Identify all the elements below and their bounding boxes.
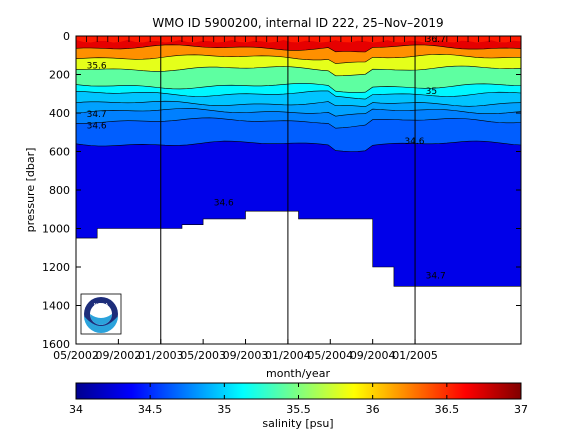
y-axis-label: pressure [dbar] — [24, 148, 37, 233]
x-tick-label: 05/2002 — [53, 349, 99, 362]
y-tick-label: 1200 — [42, 261, 70, 274]
y-axis-ticks: 0 200 400 600 800 1000 1200 1400 1600 — [42, 30, 521, 351]
noaa-logo: NOAA — [80, 293, 122, 335]
contour-line — [76, 53, 521, 64]
contour-line — [76, 44, 521, 53]
x-tick-label: 01/2004 — [265, 349, 311, 362]
salinity-bands — [76, 36, 521, 344]
y-tick-label: 1600 — [42, 338, 70, 351]
contour-label: 34.7 — [426, 272, 446, 282]
contour-line — [76, 83, 521, 93]
y-tick-label: 1000 — [42, 223, 70, 236]
colorbar-tick-label: 37 — [514, 403, 528, 416]
x-axis-label: month/year — [266, 367, 330, 380]
contour-line — [76, 100, 521, 108]
contour-line — [76, 140, 521, 152]
x-tick-label: 01/2003 — [138, 349, 184, 362]
y-tick-label: 800 — [49, 184, 70, 197]
y-tick-label: 600 — [49, 146, 70, 159]
colorbar-tick-label: 36.5 — [435, 403, 460, 416]
y-tick-label: 1400 — [42, 300, 70, 313]
colorbar-tick-label: 35.5 — [286, 403, 311, 416]
noaa-logo-text: NOAA — [94, 303, 109, 309]
contour-label: 35 — [426, 87, 437, 97]
colorbar-tick-label: 34 — [69, 403, 83, 416]
contour-label: 35.6 — [87, 62, 107, 72]
y-tick-label: 0 — [63, 30, 70, 43]
contour-line — [76, 65, 521, 77]
y-tick-label: 200 — [49, 69, 70, 82]
colorbar-tick-label: 34.5 — [138, 403, 163, 416]
colorbar-tick-label: 35 — [217, 403, 231, 416]
contour-line — [76, 90, 521, 100]
contour-label: 34.6 — [404, 137, 424, 147]
chart-title: WMO ID 5900200, internal ID 222, 25–Nov–… — [152, 16, 443, 30]
contour-lines — [76, 44, 521, 152]
colorbar-label: salinity [psu] — [262, 417, 333, 430]
y-tick-label: 400 — [49, 107, 70, 120]
x-tick-label: 09/2003 — [223, 349, 269, 362]
x-axis-ticks: 05/200209/200201/200305/200309/200301/20… — [53, 36, 522, 362]
x-tick-label: 01/2005 — [392, 349, 438, 362]
x-tick-label: 05/2003 — [180, 349, 226, 362]
contour-label: 36.7 — [426, 35, 446, 45]
contour-label: 34.7 — [87, 110, 107, 120]
contour-label: 34.6 — [87, 121, 107, 131]
contour-line — [76, 108, 521, 117]
year-boundary-lines — [160, 36, 416, 344]
x-tick-label: 09/2002 — [96, 349, 142, 362]
contour-label: 34.6 — [214, 198, 234, 208]
contour-line — [76, 117, 521, 129]
x-tick-label: 05/2004 — [307, 349, 353, 362]
colorbar-ticks: 34 34.5 35 35.5 36 36.5 37 — [69, 383, 528, 416]
colorbar-tick-label: 36 — [366, 403, 380, 416]
x-tick-label: 09/2004 — [350, 349, 396, 362]
